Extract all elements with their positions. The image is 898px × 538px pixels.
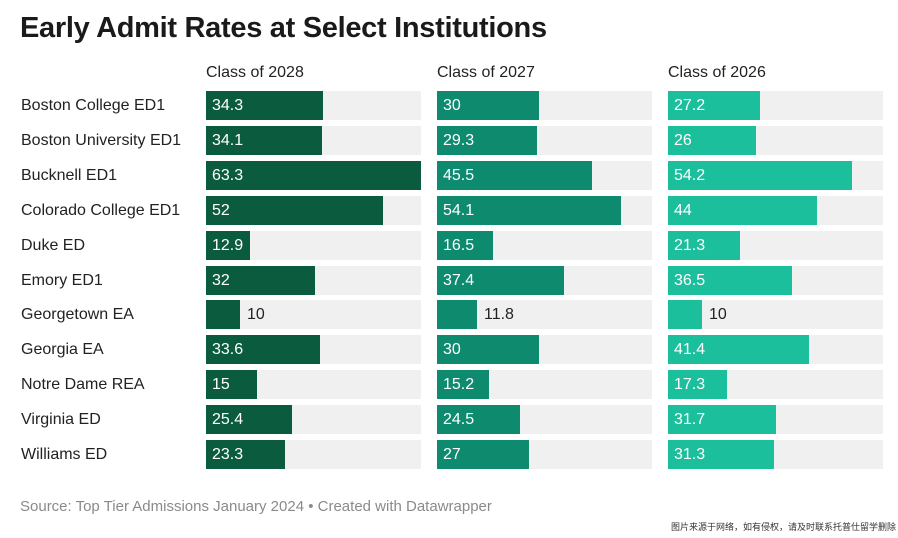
data-label: 54.1	[443, 202, 475, 219]
category-label-virginia-ed: Virginia ED	[21, 411, 101, 428]
data-label: 15.2	[443, 376, 475, 393]
bar-class-of-2028-bucknell-ed1	[206, 161, 421, 190]
series-header-class-of-2026: Class of 2026	[668, 64, 766, 81]
category-label-notre-dame-rea: Notre Dame REA	[21, 376, 145, 393]
data-label: 44	[674, 202, 692, 219]
data-label: 52	[212, 202, 230, 219]
category-label-georgia-ea: Georgia EA	[21, 341, 104, 358]
data-label: 31.7	[674, 411, 706, 428]
data-label: 24.5	[443, 411, 475, 428]
data-label: 37.4	[443, 272, 475, 289]
data-label: 31.3	[674, 446, 706, 463]
category-label-georgetown-ea: Georgetown EA	[21, 306, 134, 323]
data-label: 26	[674, 132, 692, 149]
bar-class-of-2027-duke-ed	[437, 231, 493, 260]
category-label-emory-ed1: Emory ED1	[21, 272, 103, 289]
bar-class-of-2028-boston-university-ed1	[206, 126, 322, 155]
bar-class-of-2028-georgia-ea	[206, 335, 320, 364]
bar-class-of-2026-boston-university-ed1	[668, 126, 756, 155]
category-label-bucknell-ed1: Bucknell ED1	[21, 167, 118, 184]
data-label: 30	[443, 97, 461, 114]
source-note: Source: Top Tier Admissions January 2024…	[20, 498, 492, 515]
data-label: 30	[443, 341, 461, 358]
bar-class-of-2028-duke-ed	[206, 231, 250, 260]
bar-class-of-2026-colorado-college-ed1	[668, 196, 817, 225]
bar-class-of-2028-colorado-college-ed1	[206, 196, 383, 225]
bar-class-of-2026-emory-ed1	[668, 266, 792, 295]
data-label: 23.3	[212, 446, 244, 463]
data-label: 54.2	[674, 167, 706, 184]
data-label: 16.5	[443, 237, 475, 254]
category-label-boston-college-ed1: Boston College ED1	[21, 97, 166, 114]
data-label: 33.6	[212, 341, 244, 358]
category-label-colorado-college-ed1: Colorado College ED1	[21, 202, 181, 219]
bar-class-of-2027-bucknell-ed1	[437, 161, 592, 190]
bar-class-of-2027-georgia-ea	[437, 335, 539, 364]
bar-class-of-2026-duke-ed	[668, 231, 740, 260]
bar-track	[206, 300, 421, 329]
data-label: 34.1	[212, 132, 244, 149]
bar-class-of-2027-notre-dame-rea	[437, 370, 489, 399]
data-label: 45.5	[443, 167, 475, 184]
data-label: 27.2	[674, 97, 706, 114]
bar-class-of-2026-georgetown-ea	[668, 300, 702, 329]
bar-class-of-2028-virginia-ed	[206, 405, 292, 434]
data-label: 17.3	[674, 376, 706, 393]
watermark-text: 图片来源于网络，如有侵权，请及时联系托普仕留学删除	[670, 522, 896, 532]
data-label: 27	[443, 446, 461, 463]
bar-class-of-2027-colorado-college-ed1	[437, 196, 621, 225]
bar-class-of-2026-georgia-ea	[668, 335, 809, 364]
bar-class-of-2028-williams-ed	[206, 440, 285, 469]
bar-class-of-2028-emory-ed1	[206, 266, 315, 295]
series-header-class-of-2027: Class of 2027	[437, 64, 535, 81]
bar-class-of-2028-notre-dame-rea	[206, 370, 257, 399]
data-label: 41.4	[674, 341, 706, 358]
bar-class-of-2027-virginia-ed	[437, 405, 520, 434]
bar-class-of-2027-emory-ed1	[437, 266, 564, 295]
bar-track	[668, 300, 883, 329]
data-label: 12.9	[212, 237, 244, 254]
data-label: 29.3	[443, 132, 475, 149]
data-label: 10	[247, 306, 265, 323]
bar-class-of-2027-boston-college-ed1	[437, 91, 539, 120]
data-label: 34.3	[212, 97, 244, 114]
category-label-duke-ed: Duke ED	[21, 237, 86, 254]
bar-class-of-2027-boston-university-ed1	[437, 126, 537, 155]
data-label: 25.4	[212, 411, 244, 428]
data-label: 15	[212, 376, 230, 393]
data-label: 11.8	[484, 306, 514, 323]
category-label-williams-ed: Williams ED	[21, 446, 108, 463]
data-label: 10	[709, 306, 727, 323]
chart-title: Early Admit Rates at Select Institutions	[20, 12, 547, 44]
series-header-class-of-2028: Class of 2028	[206, 64, 304, 81]
bar-class-of-2026-williams-ed	[668, 440, 774, 469]
bar-class-of-2027-williams-ed	[437, 440, 529, 469]
bar-class-of-2026-bucknell-ed1	[668, 161, 852, 190]
category-label-boston-university-ed1: Boston University ED1	[21, 132, 182, 149]
bar-class-of-2028-boston-college-ed1	[206, 91, 323, 120]
bar-class-of-2026-boston-college-ed1	[668, 91, 760, 120]
data-label: 63.3	[212, 167, 244, 184]
data-label: 36.5	[674, 272, 706, 289]
bar-class-of-2026-virginia-ed	[668, 405, 776, 434]
bar-class-of-2027-georgetown-ea	[437, 300, 477, 329]
data-label: 32	[212, 272, 230, 289]
bar-class-of-2026-notre-dame-rea	[668, 370, 727, 399]
data-label: 21.3	[674, 237, 706, 254]
bar-class-of-2028-georgetown-ea	[206, 300, 240, 329]
